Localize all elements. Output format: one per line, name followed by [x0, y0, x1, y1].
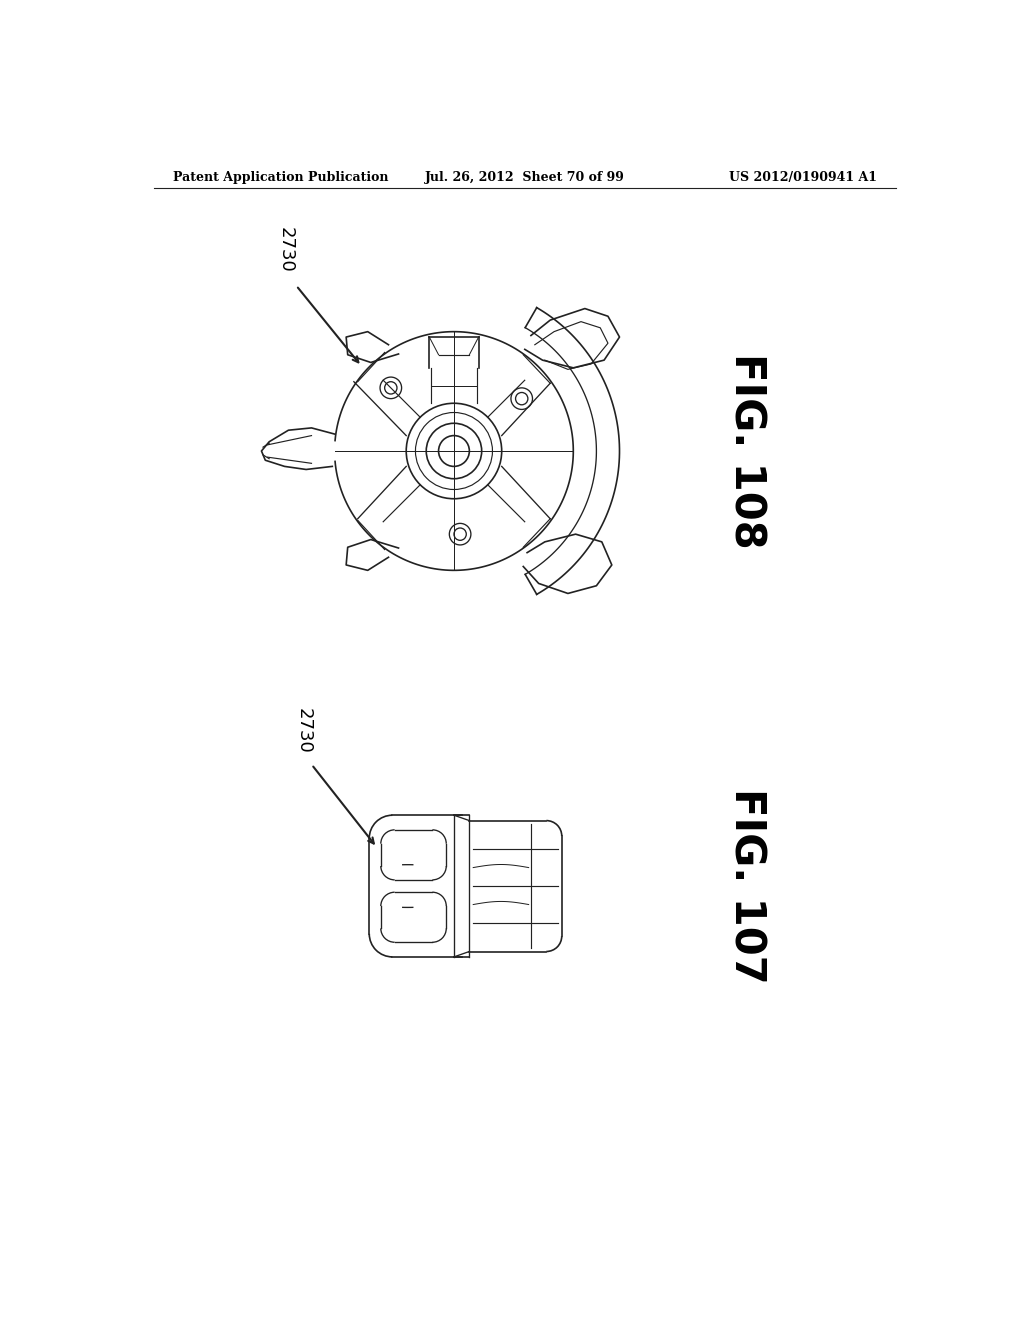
Text: US 2012/0190941 A1: US 2012/0190941 A1 [729, 172, 878, 185]
Text: FIG. 108: FIG. 108 [726, 354, 768, 549]
Text: FIG. 107: FIG. 107 [726, 788, 768, 983]
Text: 2730: 2730 [295, 708, 312, 754]
Text: Jul. 26, 2012  Sheet 70 of 99: Jul. 26, 2012 Sheet 70 of 99 [425, 172, 625, 185]
Text: 2730: 2730 [278, 227, 295, 272]
Text: Patent Application Publication: Patent Application Publication [173, 172, 388, 185]
